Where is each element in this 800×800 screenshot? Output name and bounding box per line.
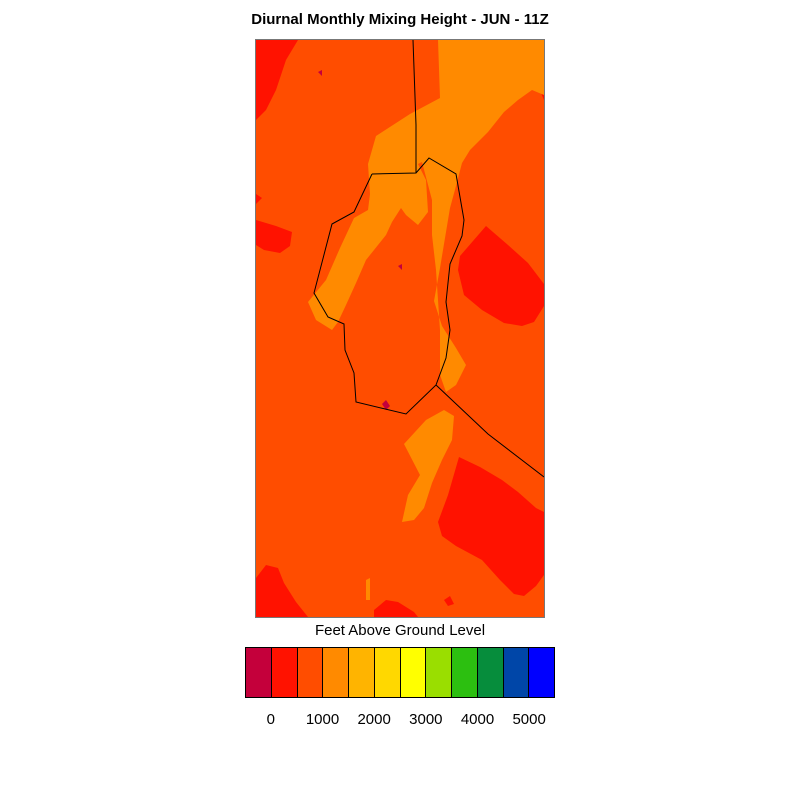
- spot-south: [382, 400, 390, 410]
- region-low-southeast: [438, 457, 544, 596]
- region-low-west-edge: [256, 194, 262, 204]
- region-high-central-south: [402, 410, 454, 522]
- spot-center: [398, 264, 402, 270]
- region-low-northwest: [256, 40, 298, 120]
- region-high-south-sliver: [366, 578, 370, 600]
- colorbar-swatch-9: [477, 648, 504, 697]
- spot-north: [318, 70, 322, 76]
- region-low-southwest: [256, 565, 308, 617]
- colorbar-tick-label: 3000: [409, 711, 443, 728]
- colorbar-swatch-8: [452, 648, 478, 697]
- colorbar-swatch-10: [503, 648, 530, 697]
- colorbar-swatch-0: [246, 648, 272, 697]
- region-low-south-spot: [444, 596, 454, 606]
- colorbar-swatch-6: [400, 648, 427, 697]
- mixing-height-map: [256, 40, 544, 617]
- colorbar-swatch-4: [349, 648, 375, 697]
- colorbar-tick-label: 1000: [305, 711, 340, 728]
- boundary-north-line: [412, 40, 417, 173]
- region-low-east: [458, 226, 544, 326]
- colorbar-swatch-7: [426, 648, 452, 697]
- colorbar-swatch-5: [374, 648, 401, 697]
- boundary-southeast-line: [435, 384, 544, 478]
- map-panel: [255, 39, 545, 618]
- colorbar-swatch-2: [297, 648, 324, 697]
- colorbar-tick-label: 0: [266, 711, 275, 728]
- colorbar-title: Feet Above Ground Level: [314, 622, 486, 639]
- colorbar-swatch-3: [323, 648, 349, 697]
- colorbar-swatch-11: [529, 648, 554, 697]
- colorbar-tick-label: 5000: [512, 711, 546, 728]
- region-low-south: [374, 600, 418, 617]
- colorbar-tick-label: 4000: [460, 711, 495, 728]
- colorbar: [245, 647, 555, 698]
- page-title: Diurnal Monthly Mixing Height - JUN - 11…: [251, 11, 549, 28]
- region-low-west: [256, 220, 292, 253]
- colorbar-swatch-1: [271, 648, 298, 697]
- region-high-north: [308, 40, 544, 392]
- colorbar-tick-label: 2000: [357, 711, 391, 728]
